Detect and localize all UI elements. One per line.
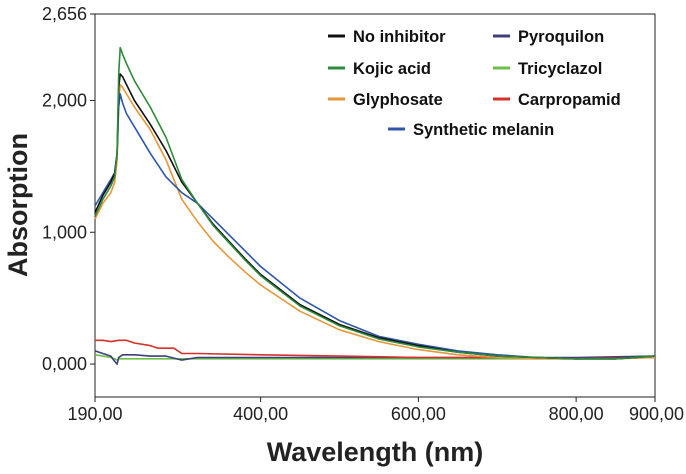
x-axis: 190,00 400,00 600,00 800,00 900,00 [67, 397, 684, 424]
y-tick-label: 2,000 [42, 90, 87, 110]
x-tick-label: 800,00 [549, 404, 604, 424]
series-line-no-inhibitor [94, 73, 656, 360]
legend-label: Kojic acid [353, 60, 431, 78]
series-line-synthetic-melanin [94, 93, 656, 360]
y-axis-title: Absorption [3, 133, 33, 277]
series-line-glyphosate [94, 83, 656, 360]
y-tick-label: 1,000 [42, 222, 87, 242]
legend-label: No inhibitor [353, 28, 446, 46]
series-line-carpropamid [95, 339, 656, 360]
legend: No inhibitor Pyroquilon Kojic acid Tricycla… [328, 28, 621, 139]
series-line-tricyclazol [94, 354, 656, 361]
y-tick-label: 0,000 [42, 354, 87, 374]
legend-label: Tricyclazol [518, 60, 602, 78]
y-axis: 0,000 1,000 2,000 2,656 [42, 4, 95, 374]
legend-label: Glyphosate [353, 91, 443, 109]
legend-label: Carpropamid [518, 91, 621, 109]
series-line-kojic-acid [94, 46, 656, 360]
x-tick-label: 400,00 [233, 404, 288, 424]
series-lines [94, 46, 656, 365]
legend-label: Pyroquilon [518, 28, 604, 46]
x-tick-label: 900,00 [629, 404, 684, 424]
x-tick-label: 190,00 [67, 404, 122, 424]
legend-label: Synthetic melanin [413, 121, 554, 139]
y-tick-label: 2,656 [42, 4, 87, 24]
x-tick-label: 600,00 [391, 404, 446, 424]
x-axis-title: Wavelength (nm) [267, 437, 484, 467]
